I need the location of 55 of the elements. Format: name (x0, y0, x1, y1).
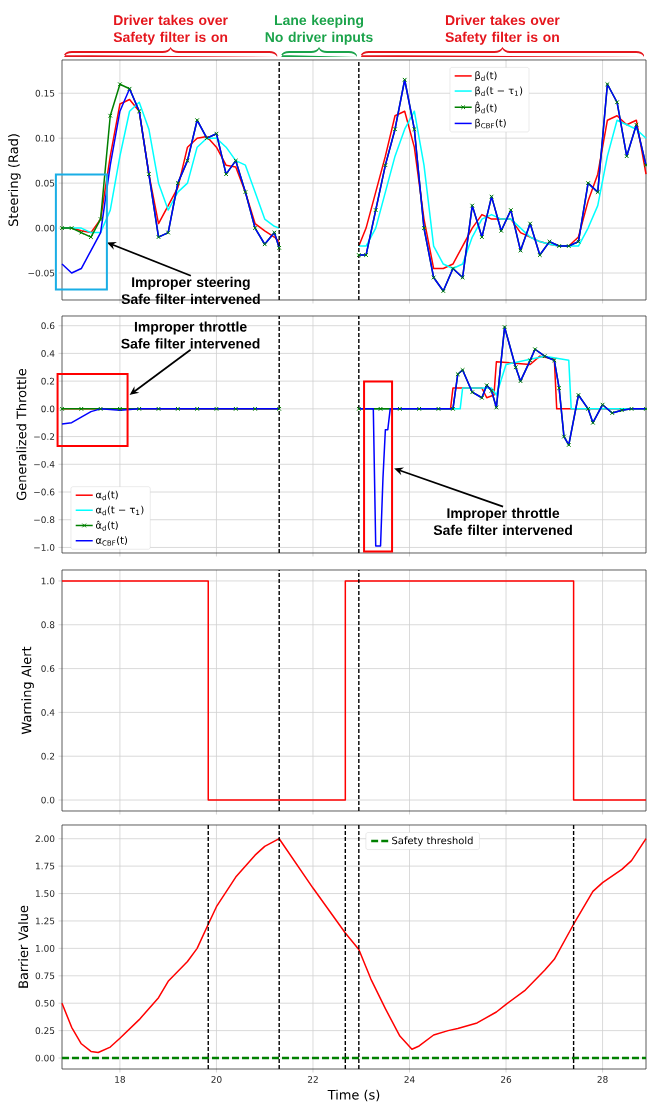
y-tick-label: 0.4 (41, 709, 55, 716)
y-tick-label: 0.0 (41, 796, 55, 804)
legend-label: α$_{d}$(t) (96, 490, 118, 501)
y-tick-label: 1.0 (41, 577, 55, 585)
y-tick-label: −0.4 (34, 460, 55, 468)
y-tick-label: 2.00 (35, 835, 55, 843)
y-axis-title: Steering (Rad) (8, 134, 21, 226)
legend-label: α$_{CBF}$(t) (96, 536, 128, 546)
annotation: Improper throttle Safe filter intervened (433, 507, 572, 536)
y-axis-title: Warning Alert (21, 646, 34, 735)
y-tick-label: 0.0 (41, 405, 55, 413)
y-tick-label: 0.05 (35, 179, 55, 187)
legend-label: β$_{d}$(t − τ$_{1}$) (475, 86, 523, 97)
y-tick-label: 0.00 (35, 224, 55, 232)
y-tick-label: 1.00 (36, 944, 55, 952)
y-tick-label: −0.8 (34, 516, 55, 524)
y-tick-label: 1.25 (36, 917, 55, 925)
y-tick-label: 0.50 (35, 999, 55, 1007)
text: Driver takes over Safety filter is on (445, 14, 560, 45)
y-tick-label: 0.4 (41, 350, 55, 357)
y-tick-label: 0.2 (41, 377, 55, 385)
y-tick-label: 0.00 (35, 1054, 55, 1062)
x-tick-label: 22 (307, 1076, 318, 1083)
y-tick-label: 1.50 (36, 890, 55, 897)
y-tick-label: 0.15 (35, 89, 55, 97)
text: Lane keeping No driver inputs (265, 14, 373, 45)
legend-label: β$_{CBF}$(t) (475, 118, 506, 129)
legend-label: Safety threshold (392, 836, 473, 847)
y-tick-label: 0.6 (41, 322, 55, 330)
x-tick-label: 24 (404, 1076, 415, 1083)
x-tick-label: 20 (211, 1076, 222, 1083)
text: Driver takes over Safety filter is on (113, 14, 228, 45)
legend-label: β̂$_{d}$(t) (475, 101, 497, 114)
x-tick-label: 18 (115, 1076, 126, 1083)
y-tick-label: 0.10 (35, 134, 55, 142)
y-tick-label: −0.05 (28, 269, 55, 277)
x-tick-label: 26 (500, 1076, 512, 1083)
x-tick-label: 28 (597, 1076, 608, 1083)
y-tick-label: 0.75 (35, 972, 55, 980)
y-axis-title: Barrier Value (18, 905, 29, 988)
y-tick-label: −0.2 (34, 433, 55, 440)
y-tick-label: 0.2 (41, 752, 55, 760)
y-tick-label: 0.25 (35, 1027, 55, 1035)
legend-label: β$_{d}$(t) (475, 71, 497, 82)
legend-label: α$_{d}$(t − τ$_{1}$) (96, 505, 144, 516)
y-tick-label: 0.8 (41, 621, 55, 629)
y-tick-label: 0.6 (41, 665, 55, 672)
y-tick-label: −0.6 (34, 488, 55, 496)
annotation: Improper throttle Safe filter intervened (121, 321, 260, 349)
annotation: Improper steering Safe filter intervened (121, 276, 260, 305)
y-tick-label: −1.0 (34, 544, 55, 551)
legend-label: α̂$_{d}$(t) (96, 520, 118, 531)
y-tick-label: 1.75 (36, 862, 55, 870)
x-axis-title: Time (s) (327, 1089, 380, 1102)
y-axis-title: Generalized Throttle (16, 368, 27, 501)
